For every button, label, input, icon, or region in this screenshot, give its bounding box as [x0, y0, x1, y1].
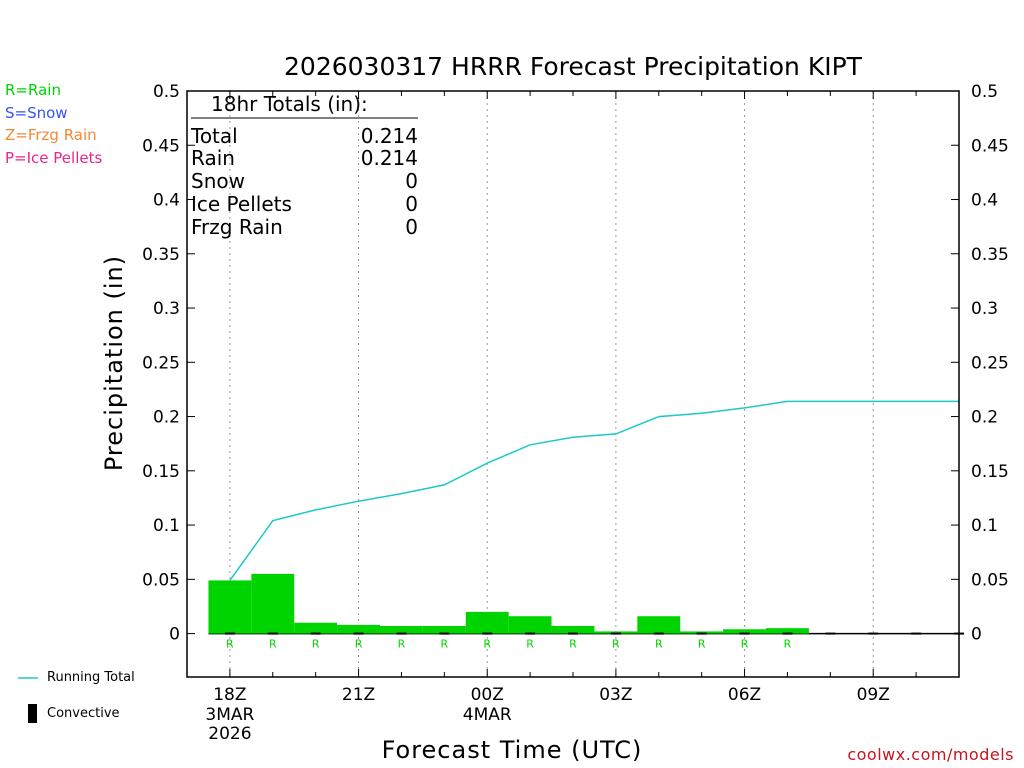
- totals-label: Ice Pellets: [191, 192, 292, 216]
- x-tick-sublabel: 4MAR: [463, 705, 512, 725]
- precip-bar: [637, 616, 681, 634]
- y-tick-label-left: 0.2: [153, 408, 180, 428]
- x-tick-label: 00Z: [471, 685, 504, 705]
- legend-rain: R=Rain: [5, 81, 61, 99]
- y-tick-label-right: 0.45: [971, 136, 1009, 156]
- precip-type-label: R: [226, 638, 234, 651]
- y-tick-label-right: 0.5: [971, 82, 998, 102]
- y-axis-label: Precipitation (in): [100, 255, 128, 471]
- running-total-series: [229, 400, 959, 581]
- totals-label: Rain: [191, 146, 235, 170]
- x-axis-label: Forecast Time (UTC): [382, 736, 643, 764]
- convective-legend-swatch: [28, 704, 37, 723]
- precip-bar: [551, 625, 595, 634]
- y-tick-label-left: 0.15: [142, 462, 180, 482]
- precip-bar: [294, 622, 338, 634]
- chart-title: 2026030317 HRRR Forecast Precipitation K…: [284, 52, 863, 81]
- y-tick-label-left: 0.1: [153, 516, 180, 536]
- x-tick-label: 03Z: [599, 685, 632, 705]
- precip-type-label: R: [741, 638, 749, 651]
- credit-link[interactable]: coolwx.com/models: [847, 745, 1014, 764]
- precip-type-label: R: [526, 638, 534, 651]
- running-total-line: [229, 400, 959, 581]
- precip-bar: [766, 628, 809, 634]
- precip-bar: [208, 580, 252, 634]
- y-axis: 0 00.05 0.050.1 0.10.15 0.150.2 0.20.25 0.250.…: [142, 82, 1009, 645]
- precip-bar: [594, 631, 638, 634]
- totals-label: Snow: [191, 169, 245, 193]
- precip-bar: [337, 624, 380, 634]
- y-tick-label-right: 0.1: [971, 516, 998, 536]
- y-tick-label-right: 0.2: [971, 408, 998, 428]
- y-tick-label-right: 0.15: [971, 462, 1009, 482]
- legend-frzg-rain: Z=Frzg Rain: [5, 126, 97, 144]
- y-tick-label-left: 0.45: [142, 136, 180, 156]
- totals-value: 0: [405, 215, 418, 239]
- y-tick-label-right: 0.35: [971, 245, 1009, 265]
- precip-type-label: R: [269, 638, 277, 651]
- x-tick-label: 21Z: [342, 685, 375, 705]
- grid-lines: [208, 91, 959, 677]
- y-tick-label-right: 0.25: [971, 353, 1009, 373]
- precip-type-label: R: [784, 638, 792, 651]
- precip-type-label: R: [698, 638, 706, 651]
- legend-convective: Convective: [47, 706, 120, 721]
- precip-bar: [422, 625, 466, 634]
- y-tick-label-right: 0: [971, 625, 982, 645]
- x-tick-label: 18Z: [213, 685, 246, 705]
- precip-type-label: R: [569, 638, 577, 651]
- y-tick-label-left: 0.4: [153, 191, 180, 211]
- totals-value: 0: [405, 169, 418, 193]
- y-tick-label-left: 0.5: [153, 82, 180, 102]
- y-tick-label-right: 0.3: [971, 299, 998, 319]
- precip-type-label: R: [441, 638, 449, 651]
- precip-bar: [465, 611, 509, 634]
- precip-bar: [508, 616, 552, 634]
- totals-value: 0.214: [361, 124, 418, 148]
- x-tick-sublabel: 3MAR: [205, 705, 254, 725]
- precip-type-label: R: [355, 638, 363, 651]
- totals-value: 0.214: [361, 146, 418, 170]
- precip-bar: [251, 573, 295, 634]
- x-tick-label: 06Z: [728, 685, 761, 705]
- y-tick-label-left: 0.35: [142, 245, 180, 265]
- totals-value: 0: [405, 192, 418, 216]
- precip-bar: [680, 631, 724, 634]
- precip-type-label: R: [398, 638, 406, 651]
- totals-box: 18hr Totals (in): Total 0.214 Rain 0.214…: [190, 92, 418, 239]
- y-tick-label-left: 0.25: [142, 353, 180, 373]
- y-tick-label-right: 0.05: [971, 570, 1009, 590]
- y-tick-label-left: 0.05: [142, 570, 180, 590]
- y-tick-label-right: 0.4: [971, 191, 998, 211]
- precip-type-label: R: [312, 638, 320, 651]
- precip-bar: [723, 629, 766, 634]
- legend-running-total: Running Total: [47, 670, 135, 685]
- y-tick-label-left: 0: [169, 625, 180, 645]
- legend-ice-pellets: P=Ice Pellets: [5, 149, 103, 167]
- x-tick-label: 09Z: [857, 685, 890, 705]
- totals-label: Frzg Rain: [191, 215, 283, 239]
- precip-bar: [380, 625, 423, 634]
- precip-type-label: R: [612, 638, 620, 651]
- y-tick-label-left: 0.3: [153, 299, 180, 319]
- precip-type-label: R: [655, 638, 663, 651]
- totals-title: 18hr Totals (in):: [211, 92, 368, 116]
- precip-type-label: R: [483, 638, 491, 651]
- legend-snow: S=Snow: [5, 104, 68, 122]
- plot-frame: [186, 90, 960, 678]
- totals-label: Total: [190, 124, 238, 148]
- x-tick-sublabel: 2026: [208, 724, 251, 744]
